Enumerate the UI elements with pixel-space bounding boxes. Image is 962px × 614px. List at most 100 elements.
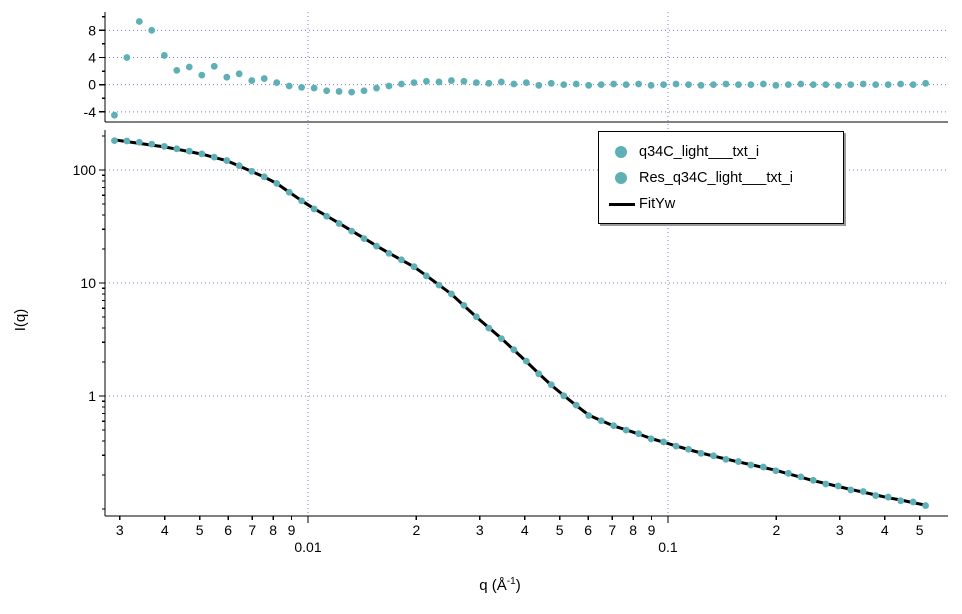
data-point (535, 370, 543, 378)
scatter-marker-icon (615, 146, 627, 158)
data-point (722, 455, 730, 463)
data-point (872, 492, 880, 499)
data-point (410, 263, 418, 271)
data-point (423, 272, 430, 280)
residual-point (185, 63, 193, 71)
scatter-marker-icon (615, 172, 627, 184)
data-point (909, 498, 917, 506)
residual-point (135, 18, 143, 25)
data-point (547, 381, 555, 389)
residual-point (585, 81, 593, 89)
data-point (123, 137, 131, 145)
residual-point (198, 71, 206, 79)
residual-y-tick-label: 8 (88, 22, 96, 38)
data-point (135, 138, 143, 146)
residual-point (123, 54, 131, 61)
residual-point (847, 81, 855, 89)
residual-point (210, 62, 218, 70)
x-tick-label: 4 (161, 522, 169, 538)
legend-label: Res_q34C_light___txt_i (639, 170, 793, 186)
residual-point (759, 80, 767, 88)
residual-point (772, 81, 780, 89)
data-point (210, 153, 218, 161)
data-point (160, 142, 168, 150)
x-tick-label: 8 (629, 522, 637, 538)
residual-point (160, 52, 168, 59)
residual-point (822, 81, 830, 89)
residual-point (597, 81, 605, 89)
data-point (685, 445, 692, 453)
residual-point (223, 73, 231, 81)
residual-y-tick-label: 0 (88, 77, 96, 93)
residual-point (610, 80, 618, 88)
x-tick-label: 7 (608, 522, 616, 538)
residual-point (448, 77, 455, 84)
residual-point (884, 81, 892, 89)
residual-point (173, 66, 181, 74)
residual-point (672, 80, 680, 88)
residual-point (510, 80, 518, 88)
data-point (897, 497, 905, 505)
legend[interactable]: q34C_light___txt_i Res_q34C_light___txt_… (598, 131, 844, 224)
y-axis-title: I(q) (12, 308, 29, 332)
residual-point (660, 81, 667, 89)
data-point (323, 212, 331, 220)
data-point (460, 301, 468, 309)
x-tick-label: 5 (196, 522, 204, 538)
data-point (610, 422, 618, 430)
data-point (809, 476, 817, 484)
residual-point (784, 81, 792, 89)
residual-point (722, 80, 730, 88)
residual-point (111, 111, 118, 119)
data-point (660, 438, 667, 446)
residual-y-tick-label: -4 (84, 104, 97, 120)
residual-point (797, 80, 805, 88)
data-point (111, 137, 118, 145)
data-point (185, 147, 193, 155)
main-y-tick-label: 1 (88, 388, 96, 404)
main-y-tick-label: 100 (73, 162, 97, 178)
data-point (784, 469, 792, 477)
data-point (847, 486, 855, 494)
residual-point (323, 87, 331, 95)
residual-point (685, 81, 692, 89)
residual-y-tick-label: 4 (88, 49, 96, 65)
x-tick-label: 6 (584, 522, 592, 538)
residual-point (697, 81, 705, 89)
residual-point (410, 79, 418, 87)
data-point (348, 227, 356, 235)
residual-point (522, 79, 530, 87)
residual-point (398, 80, 405, 88)
data-point (747, 461, 755, 469)
data-point (585, 412, 593, 419)
data-point (884, 493, 892, 501)
residual-point (872, 81, 880, 89)
residual-point (373, 84, 380, 92)
residual-point (248, 77, 256, 84)
data-point (759, 463, 767, 471)
data-point (435, 281, 443, 289)
x-tick-label: 0.01 (294, 539, 321, 555)
data-point (735, 458, 742, 465)
x-tick-label: 2 (772, 522, 780, 538)
residual-point (710, 81, 717, 89)
data-point (597, 417, 605, 425)
residual-point (472, 79, 480, 87)
residual-point (435, 78, 443, 86)
data-point (298, 197, 306, 205)
legend-entry-fit: FitYw (609, 191, 833, 217)
data-point (310, 205, 318, 213)
x-tick-label: 8 (269, 522, 277, 538)
data-point (472, 313, 480, 321)
x-tick-label: 3 (116, 522, 124, 538)
residual-point (535, 81, 543, 89)
data-point (697, 449, 705, 457)
residual-point (747, 81, 755, 89)
residual-point (547, 79, 555, 87)
data-point (335, 220, 343, 227)
residual-point (148, 26, 156, 34)
residual-point (922, 79, 930, 87)
residual-point (859, 80, 867, 88)
x-tick-label: 4 (881, 522, 889, 538)
